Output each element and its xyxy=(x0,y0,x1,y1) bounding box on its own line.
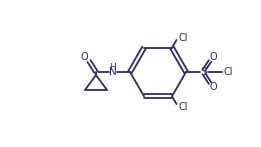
Text: Cl: Cl xyxy=(223,67,233,77)
Text: Cl: Cl xyxy=(179,33,188,43)
Text: S: S xyxy=(201,67,207,77)
Text: O: O xyxy=(80,52,88,62)
Text: H: H xyxy=(110,62,116,71)
Text: Cl: Cl xyxy=(179,102,188,112)
Text: O: O xyxy=(209,52,217,62)
Text: O: O xyxy=(209,82,217,92)
Text: N: N xyxy=(109,67,117,77)
